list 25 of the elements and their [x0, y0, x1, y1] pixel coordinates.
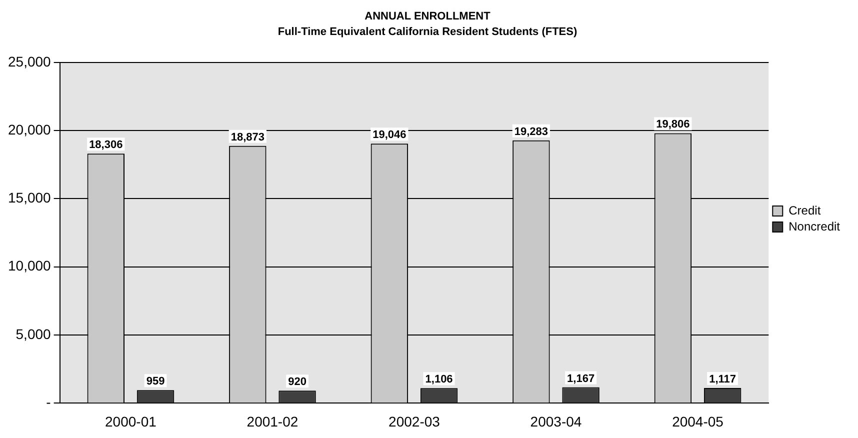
chart-title: ANNUAL ENROLLMENT — [364, 10, 491, 23]
data-label: 18,873 — [230, 131, 264, 144]
legend-label: Credit — [788, 203, 822, 218]
x-tick-label: 2004-05 — [672, 413, 724, 430]
y-tick-label: 5,000 — [16, 326, 52, 342]
data-label: 18,306 — [89, 139, 123, 152]
x-tick-label: 2000-01 — [105, 413, 157, 430]
data-label: 1,106 — [425, 374, 453, 386]
y-tick-label: - — [46, 394, 52, 410]
y-tick-label: 10,000 — [8, 258, 52, 274]
x-tick-label: 2002-03 — [388, 413, 440, 430]
legend-label: Noncredit — [788, 219, 841, 234]
data-label: 1,117 — [709, 374, 736, 386]
x-tick-label: 2001-02 — [246, 413, 298, 430]
data-label: 19,283 — [514, 126, 548, 138]
x-tick-label: 2003-04 — [530, 413, 582, 430]
data-label: 920 — [288, 376, 306, 388]
data-label: 1,167 — [567, 372, 595, 385]
data-label: 19,806 — [656, 118, 690, 131]
y-tick-label: 15,000 — [8, 190, 52, 206]
chart-subtitle: Full-Time Equivalent California Resident Students (FTES) — [278, 26, 578, 38]
y-tick-label: 25,000 — [8, 53, 52, 70]
data-label: 19,046 — [372, 129, 406, 142]
data-label: 959 — [146, 376, 165, 388]
y-tick-label: 20,000 — [8, 121, 52, 138]
